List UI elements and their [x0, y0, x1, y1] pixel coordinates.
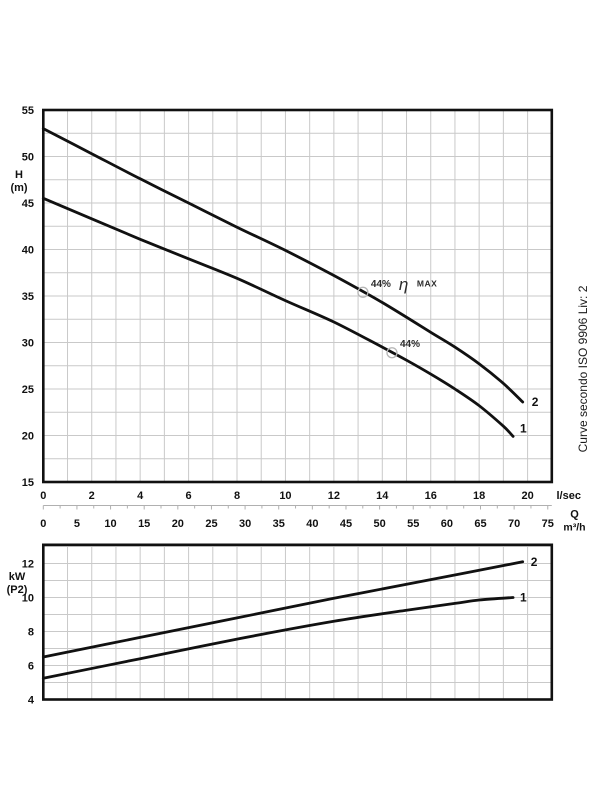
- x-tick-m3h: 5: [74, 518, 80, 530]
- x-unit-lsec: l/sec: [557, 490, 581, 502]
- x-tick-m3h: 10: [104, 518, 116, 530]
- y-tick-label: 8: [28, 627, 34, 639]
- x-tick-m3h: 50: [373, 518, 385, 530]
- y-tick-label: 35: [22, 291, 34, 303]
- x-tick-m3h: 65: [474, 518, 486, 530]
- x-tick-lsec: 20: [521, 490, 533, 502]
- head_capacity-plot-border: [41, 108, 554, 484]
- y-tick-label: 6: [28, 661, 34, 673]
- x-tick-lsec: 10: [279, 490, 291, 502]
- y-tick-label: 30: [22, 338, 34, 350]
- x-tick-lsec: 0: [40, 490, 46, 502]
- y-axis-title: (m): [10, 182, 27, 194]
- efficiency-pct-label: 44%: [400, 339, 420, 350]
- x-tick-lsec: 2: [89, 490, 95, 502]
- x-tick-lsec: 8: [234, 490, 240, 502]
- curve-2-head_capacity: [41, 127, 525, 404]
- x-axis: 0 2 4 6 8 10 12 14 16 18 20 l/sec 0 5 10 15 20 25 30 35 40 45…: [40, 490, 585, 534]
- x-tick-m3h: 35: [273, 518, 285, 530]
- x-tick-m3h: 55: [407, 518, 419, 530]
- curve-label-1: 1: [520, 591, 527, 605]
- curve-1-power_p2: [41, 596, 515, 680]
- x-tick-lsec: 4: [137, 490, 144, 502]
- y-tick-label: 50: [22, 152, 34, 164]
- eta-max-label: MAX: [417, 278, 437, 288]
- x-tick-m3h: 70: [508, 518, 520, 530]
- curve-label-1: 1: [520, 421, 527, 435]
- y-tick-label: 25: [22, 384, 34, 396]
- x-tick-m3h: 60: [441, 518, 453, 530]
- power_p2-chart: 12 10 8 6 4 kW(P2) 2 1: [7, 543, 554, 707]
- y-tick-label: 12: [22, 559, 34, 571]
- y-tick-label: 55: [22, 105, 34, 117]
- efficiency-point-curve-1: [386, 347, 398, 359]
- head_capacity-chart: 55 50 45 40 35 30 25 20 15 H(m) 21 44% η MAX 44%: [10, 105, 554, 489]
- x-unit-m3h: m³/h: [563, 522, 585, 534]
- power_p2-plot-border: [41, 543, 554, 701]
- x-tick-lsec: 18: [473, 490, 485, 502]
- curve-label-2: 2: [532, 395, 539, 409]
- y-tick-label: 4: [28, 695, 35, 707]
- x-tick-m3h: 40: [306, 518, 318, 530]
- x-tick-m3h: 15: [138, 518, 150, 530]
- x-tick-lsec: 16: [425, 490, 437, 502]
- y-axis-title: kW: [9, 571, 26, 583]
- y-tick-label: 15: [22, 477, 34, 489]
- y-axis-title: (P2): [7, 584, 28, 596]
- curve-1-head_capacity: [41, 196, 515, 438]
- y-axis-title: H: [15, 169, 23, 181]
- x-tick-m3h: 75: [542, 518, 554, 530]
- y-tick-label: 10: [22, 593, 34, 605]
- x-tick-m3h: 0: [40, 518, 46, 530]
- iso-standard-note: Curve secondo ISO 9906 Liv: 2: [576, 285, 590, 453]
- y-tick-label: 45: [22, 198, 34, 210]
- curve-label-2: 2: [531, 555, 538, 569]
- x-tick-m3h: 20: [172, 518, 184, 530]
- efficiency-pct-label: 44%: [371, 279, 391, 290]
- curve-2-power_p2: [41, 560, 525, 659]
- x-tick-lsec: 6: [186, 490, 192, 502]
- efficiency-point-curve-2: [357, 286, 369, 298]
- x-tick-m3h: 30: [239, 518, 251, 530]
- y-tick-label: 20: [22, 431, 34, 443]
- x-tick-lsec: 14: [376, 490, 389, 502]
- head_capacity-grid: [43, 110, 552, 482]
- x-axis-q-symbol: Q: [570, 509, 579, 521]
- x-tick-m3h: 45: [340, 518, 352, 530]
- eta-symbol: η: [399, 275, 408, 294]
- x-tick-lsec: 12: [328, 490, 340, 502]
- y-tick-label: 40: [22, 245, 34, 257]
- x-tick-m3h: 25: [205, 518, 217, 530]
- power_p2-grid: [43, 544, 552, 700]
